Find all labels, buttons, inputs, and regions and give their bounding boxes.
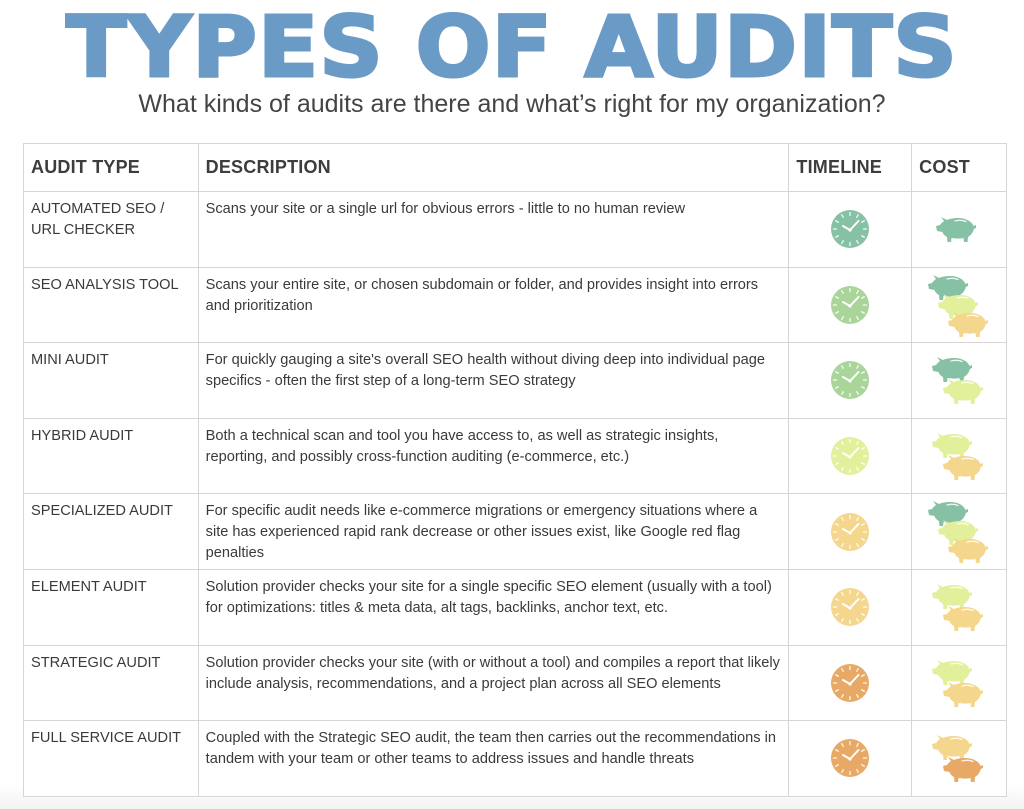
piggy-bank-icon xyxy=(932,583,973,609)
audit-type-cell: SPECIALIZED AUDIT xyxy=(31,503,173,520)
column-header-description: DESCRIPTION xyxy=(197,144,789,191)
timeline-cell xyxy=(788,645,911,721)
piggy-bank-icon xyxy=(943,454,984,480)
cost-cell xyxy=(911,267,1007,343)
piggy-bank-icon xyxy=(938,293,979,319)
timeline-cell xyxy=(788,343,911,418)
cost-cell xyxy=(911,645,1007,721)
piggy-bank-icon xyxy=(943,757,984,783)
audit-type-cell: AUTOMATED SEO / URL CHECKER xyxy=(31,201,165,238)
clock-icon xyxy=(831,663,870,702)
table-row: ELEMENT AUDIT Solution provider checks y… xyxy=(24,568,1007,645)
piggy-bank-icon xyxy=(932,659,973,685)
timeline-cell xyxy=(788,569,911,645)
cost-cell xyxy=(911,721,1006,796)
piggy-bank-icon xyxy=(948,538,989,564)
piggy-bank-icon xyxy=(943,379,984,405)
table-row: SEO ANALYSIS TOOL Scans your entire site… xyxy=(24,266,1007,343)
audit-type-cell: SEO ANALYSIS TOOL xyxy=(31,276,179,293)
page-title: TYPES OF AUDITS xyxy=(65,0,959,96)
description-cell: Coupled with the Strategic SEO audit, th… xyxy=(197,721,789,796)
timeline-cell xyxy=(788,267,911,343)
cost-indicator xyxy=(912,419,1007,494)
description-cell: For quickly gauging a site's overall SEO… xyxy=(197,343,789,418)
page-subtitle: What kinds of audits are there and what’… xyxy=(138,90,886,118)
timeline-cell xyxy=(788,721,911,796)
piggy-bank-icon xyxy=(932,357,973,383)
piggy-bank-icon xyxy=(928,501,969,527)
cost-cell xyxy=(911,343,1006,418)
audit-type-cell: STRATEGIC AUDIT xyxy=(31,654,161,671)
piggy-bank-icon xyxy=(943,605,984,631)
table-row: MINI AUDIT For quickly gauging a site's … xyxy=(24,342,1006,418)
table-row: SPECIALIZED AUDIT For specific audit nee… xyxy=(24,493,1006,569)
description-cell: Scans your site or a single url for obvi… xyxy=(197,192,789,267)
cost-cell xyxy=(911,418,1007,494)
column-header-cost: COST xyxy=(911,144,1006,191)
cost-indicator xyxy=(912,570,1007,645)
clock-icon xyxy=(831,210,870,249)
clock-icon xyxy=(831,588,870,627)
clock-icon xyxy=(831,739,870,778)
timeline-cell xyxy=(788,494,911,569)
cost-indicator xyxy=(912,721,1007,796)
table-row: STRATEGIC AUDIT Solution provider checks… xyxy=(24,644,1007,721)
description-cell: For specific audit needs like e-commerce… xyxy=(197,494,789,569)
table-row: AUTOMATED SEO / URL CHECKER Scans your s… xyxy=(24,191,1006,267)
clock-icon xyxy=(831,361,870,400)
cost-indicator xyxy=(912,494,1007,569)
column-header-audit-type: AUDIT TYPE xyxy=(31,157,141,177)
audit-type-cell: HYBRID AUDIT xyxy=(31,427,134,444)
piggy-bank-icon xyxy=(932,735,973,761)
audit-types-table: AUDIT TYPE DESCRIPTION TIMELINE COST AUT… xyxy=(23,143,1007,797)
piggy-bank-icon xyxy=(938,520,979,546)
clock-icon xyxy=(831,285,870,324)
piggy-bank-icon xyxy=(936,217,977,242)
audit-type-cell: FULL SERVICE AUDIT xyxy=(31,730,182,747)
piggy-bank-icon xyxy=(943,681,984,707)
description-cell: Scans your entire site, or chosen subdom… xyxy=(197,267,789,343)
cost-cell xyxy=(911,494,1006,569)
table-row: FULL SERVICE AUDIT Coupled with the Stra… xyxy=(24,720,1006,796)
cost-indicator xyxy=(912,192,1007,267)
timeline-cell xyxy=(788,192,911,267)
description-cell: Solution provider checks your site for a… xyxy=(197,569,789,645)
audit-type-cell: MINI AUDIT xyxy=(31,352,109,369)
cost-indicator xyxy=(912,268,1007,343)
description-cell: Solution provider checks your site (with… xyxy=(197,645,789,721)
cost-indicator xyxy=(912,343,1007,418)
clock-icon xyxy=(831,437,870,476)
table-header-row: AUDIT TYPE DESCRIPTION TIMELINE COST xyxy=(24,144,1006,191)
clock-icon xyxy=(831,512,870,551)
piggy-bank-icon xyxy=(948,311,989,337)
table-body: AUTOMATED SEO / URL CHECKER Scans your s… xyxy=(24,191,1006,796)
cost-cell xyxy=(911,569,1007,645)
description-cell: Both a technical scan and tool you have … xyxy=(197,418,789,494)
piggy-bank-icon xyxy=(932,432,973,458)
timeline-cell xyxy=(788,418,911,494)
cost-cell xyxy=(911,192,1006,267)
audit-type-cell: ELEMENT AUDIT xyxy=(31,578,147,595)
piggy-bank-icon xyxy=(928,274,969,300)
cost-indicator xyxy=(912,646,1007,721)
column-header-timeline: TIMELINE xyxy=(788,144,911,191)
table-row: HYBRID AUDIT Both a technical scan and t… xyxy=(24,417,1007,494)
